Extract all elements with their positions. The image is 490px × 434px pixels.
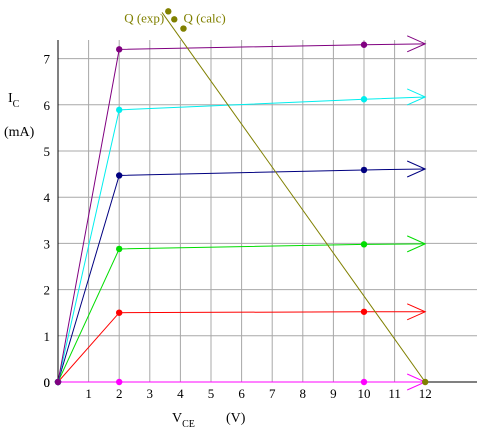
series-point-3-1 [116, 172, 123, 179]
series-point-5-1 [116, 46, 123, 53]
y-tick-label-6: 6 [44, 98, 51, 113]
x-tick-label-3: 4 [177, 386, 184, 401]
load-line [161, 12, 429, 386]
load-line-segment [161, 12, 426, 383]
series-lines [54, 35, 427, 391]
series-line-2 [57, 243, 426, 383]
x-tick-label-1: 2 [116, 386, 123, 401]
x-tick-label-10: 11 [388, 386, 401, 401]
series-point-1-2 [360, 308, 368, 315]
axes [57, 40, 477, 383]
y-axis-unit: (mA) [4, 125, 35, 140]
y-tick-label-3: 3 [44, 236, 51, 251]
q-exp-label: Q (exp) [124, 10, 164, 25]
q-exp-point [165, 8, 172, 15]
series-point-1-1 [116, 309, 123, 316]
series-point-3-2 [360, 166, 368, 174]
x-tick-label-6: 7 [269, 386, 276, 401]
x-tick-label-11: 12 [419, 386, 432, 401]
series-arrow-2 [406, 235, 427, 253]
x-tick-label-9: 10 [358, 386, 371, 401]
q-points: Q (exp) Q (calc) [124, 8, 226, 32]
q-exp-marker [171, 16, 178, 23]
series-point-4-2 [360, 96, 368, 103]
series-arrow-3 [406, 160, 427, 178]
x-tick-label-4: 5 [208, 386, 215, 401]
series-point-2-2 [360, 241, 368, 248]
series-point-4-1 [116, 106, 123, 114]
series-point-2-1 [116, 245, 123, 253]
x-tick-label-5: 6 [238, 386, 245, 401]
y-tick-label-4: 4 [44, 190, 51, 205]
series-line-5 [57, 43, 426, 383]
x-tick-label-8: 9 [330, 386, 337, 401]
series-arrow-5 [406, 35, 427, 53]
series-point-0-1 [116, 378, 123, 386]
origin-label: 0 [44, 375, 51, 390]
series-line-1 [57, 311, 426, 383]
y-tick-label-2: 2 [44, 283, 51, 298]
x-axis-unit: (V) [226, 411, 246, 426]
y-tick-label-7: 7 [44, 52, 51, 67]
series-point-5-2 [360, 41, 368, 48]
y-axis-label: IC [8, 91, 20, 110]
series-point-0-2 [360, 378, 368, 386]
series-line-3 [57, 168, 426, 383]
series-point-5-0 [54, 378, 62, 386]
y-tick-label-1: 1 [44, 329, 51, 344]
y-tick-label-0: 0 [44, 375, 51, 390]
x-tick-label-0: 1 [85, 386, 92, 401]
x-tick-label-7: 8 [300, 386, 307, 401]
q-calc-point [180, 25, 187, 32]
q-calc-label: Q (calc) [183, 10, 225, 25]
grid [58, 40, 477, 382]
x-tick-label-2: 3 [147, 386, 154, 401]
series-line-4 [57, 96, 426, 383]
series-arrow-1 [406, 303, 427, 321]
x-axis-label: VCE [172, 411, 195, 430]
y-tick-label-5: 5 [44, 144, 51, 159]
load-line-endpoint [422, 378, 429, 386]
series-arrow-4 [406, 88, 427, 106]
